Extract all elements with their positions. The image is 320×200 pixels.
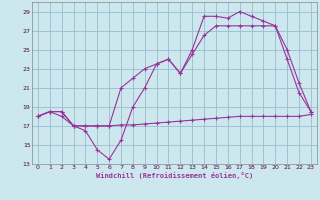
X-axis label: Windchill (Refroidissement éolien,°C): Windchill (Refroidissement éolien,°C) [96,172,253,179]
